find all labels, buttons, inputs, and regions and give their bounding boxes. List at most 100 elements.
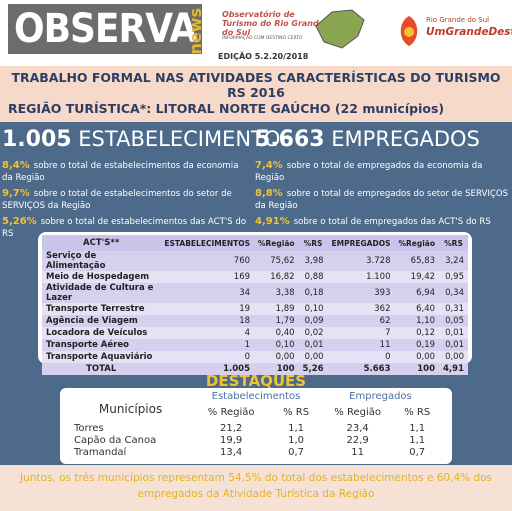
- note-text: sobre o total de estabelecimentos das AC…: [2, 217, 247, 239]
- group: Empregados: [349, 390, 412, 402]
- cell: Tramandaí: [74, 446, 127, 458]
- header-cell: ACT'S**: [83, 238, 120, 248]
- note-text: sobre o total de empregados da economia …: [255, 161, 483, 183]
- cell: 19: [239, 304, 251, 314]
- cell: 4,91: [443, 364, 464, 374]
- cell: 0,09: [304, 316, 324, 326]
- total-row: TOTAL 1.005 100 5,26 5.663 100 4,91: [42, 363, 468, 375]
- cell: 0,95: [445, 272, 464, 282]
- header-cell: %Região: [258, 238, 295, 248]
- cell: Serviço de Alimentação: [46, 251, 106, 271]
- cell: 0,12: [416, 328, 436, 338]
- header-cell: % Região: [334, 406, 381, 418]
- cell: 0,01: [445, 328, 464, 338]
- table-row: Transporte Terrestre 19 1,89 0,10 362 6,40 0,3…: [42, 303, 468, 315]
- cell: 11: [351, 446, 365, 458]
- cell: 6,40: [416, 304, 436, 314]
- cell: 0,00: [275, 352, 295, 362]
- cell: 100: [276, 364, 295, 374]
- cell: 62: [379, 316, 391, 326]
- cell: Torres: [74, 422, 104, 434]
- table-row: Serviço de Alimentação 760 75,62 3,98 3.728 6…: [42, 251, 468, 271]
- cell: 34: [239, 288, 251, 298]
- cell: 19,9: [220, 434, 243, 446]
- stat-label: ESTABELECIMENTOS: [78, 127, 294, 151]
- footer: Juntos, os três municípios representam 5…: [20, 472, 492, 500]
- state-icon: [400, 16, 418, 46]
- table-row: Transporte Aéreo 1 0,10 0,01 11 0,19 0,01: [42, 339, 468, 351]
- title-band: [0, 66, 512, 122]
- cell: 0: [244, 352, 251, 362]
- note: 4,91% sobre o total de empregados das ACT…: [255, 216, 510, 228]
- cell: 0,7: [409, 446, 426, 458]
- table-header: ACT'S** ESTABELECIMENTOS %Região %RS EMPREGA…: [42, 235, 468, 251]
- table-row: Atividade de Cultura e Lazer 34 3,38 0,18 39…: [42, 283, 468, 303]
- highlights-table: Estabelecimentos Empregados Municípios % Re…: [70, 390, 440, 458]
- note-pct: 9,7%: [2, 188, 30, 199]
- header-cell: % RS: [404, 406, 431, 418]
- notes: 8,4% sobre o total de estabelecimentos da…: [2, 160, 247, 240]
- cell: 22,9: [346, 434, 369, 446]
- cell: 0,10: [304, 304, 324, 314]
- stat: 5.663 EMPREGADOS: [255, 127, 480, 152]
- header-cell: ESTABELECIMENTOS: [164, 238, 251, 248]
- group: Estabelecimentos: [211, 390, 301, 402]
- cell: 0,10: [275, 340, 295, 350]
- cell: Transporte Aquaviário: [46, 352, 153, 362]
- cell: 760: [233, 256, 251, 266]
- stat: 1.005 ESTABELECIMENTOS: [2, 127, 294, 152]
- observatory-tagline: INFORMAÇÃO COM DESTINO CERTO: [222, 36, 303, 41]
- cell: 3.728: [366, 256, 391, 266]
- cell: 23,4: [346, 422, 369, 434]
- header-row: Municípios % Região % RS % Região % RS: [70, 402, 440, 422]
- edition: EDIÇÃO 5.2.20/2018: [218, 52, 309, 61]
- cell: Capão da Canoa: [74, 434, 157, 446]
- subtitle: REGIÃO TURÍSTICA*: LITORAL NORTE GAÚCHO …: [8, 101, 445, 116]
- note-text: sobre o total de estabelecimentos do set…: [2, 189, 232, 211]
- note-text: sobre o total de empregados das ACT'S do…: [293, 217, 491, 227]
- cell: 13,4: [220, 446, 243, 458]
- table: ACT'S** ESTABELECIMENTOS %Região %RS EMPREGA…: [42, 235, 468, 375]
- note-pct: 7,4%: [255, 160, 283, 171]
- cell: 0,34: [445, 288, 464, 298]
- cell: 5.663: [363, 364, 391, 374]
- observatory: Observatório de Turismo do Rio Grande do…: [222, 10, 325, 37]
- cell: 0: [385, 352, 391, 362]
- cell: 169: [233, 272, 251, 282]
- header-cell: EMPREGADOS: [331, 238, 391, 248]
- cell: 0,31: [445, 304, 464, 314]
- row: Torres 21,2 1,1 23,4 1,1: [70, 422, 440, 434]
- cell: 1,79: [275, 316, 295, 326]
- cell: 65,83: [410, 256, 436, 266]
- cell: 4: [244, 328, 251, 338]
- cell: 100: [417, 364, 436, 374]
- header-cell: Municípios: [98, 402, 163, 416]
- logo-sub: news: [186, 8, 205, 55]
- cell: 3,24: [445, 256, 464, 266]
- cell: Atividade de Cultura e Lazer: [46, 283, 154, 303]
- cell: Meio de Hospedagem: [46, 272, 150, 282]
- cell: 1.100: [366, 272, 391, 282]
- cell: 5,26: [302, 364, 324, 374]
- cell: 19,42: [410, 272, 436, 282]
- logo: OBSERVA: [8, 4, 203, 54]
- header-cell: %RS: [444, 238, 463, 248]
- cell: 0,00: [416, 352, 436, 362]
- cell: 393: [374, 288, 391, 298]
- row: Capão da Canoa 19,9 1,0 22,9 1,1: [70, 434, 440, 446]
- cell: 1,0: [288, 434, 305, 446]
- note: 8,4% sobre o total de estabelecimentos da…: [2, 160, 247, 184]
- note-text: sobre o total de estabelecimentos da eco…: [2, 161, 239, 183]
- note-pct: 8,4%: [2, 160, 30, 171]
- table-row: Agência de Viagem 18 1,79 0,09 62 1,10 0,05: [42, 315, 468, 327]
- stat-label: EMPREGADOS: [331, 127, 480, 151]
- notes: 7,4% sobre o total de empregados da econo…: [255, 160, 510, 228]
- cell: 18: [239, 316, 251, 326]
- cell: 0,40: [275, 328, 295, 338]
- cell: TOTAL: [86, 364, 117, 374]
- header-cell: % Região: [207, 406, 255, 418]
- note-pct: 5,26%: [2, 216, 37, 227]
- title: TRABALHO FORMAL NAS ATIVIDADES CARACTERÍ…: [11, 70, 501, 100]
- note-text: sobre o total de empregados do setor de …: [255, 189, 509, 211]
